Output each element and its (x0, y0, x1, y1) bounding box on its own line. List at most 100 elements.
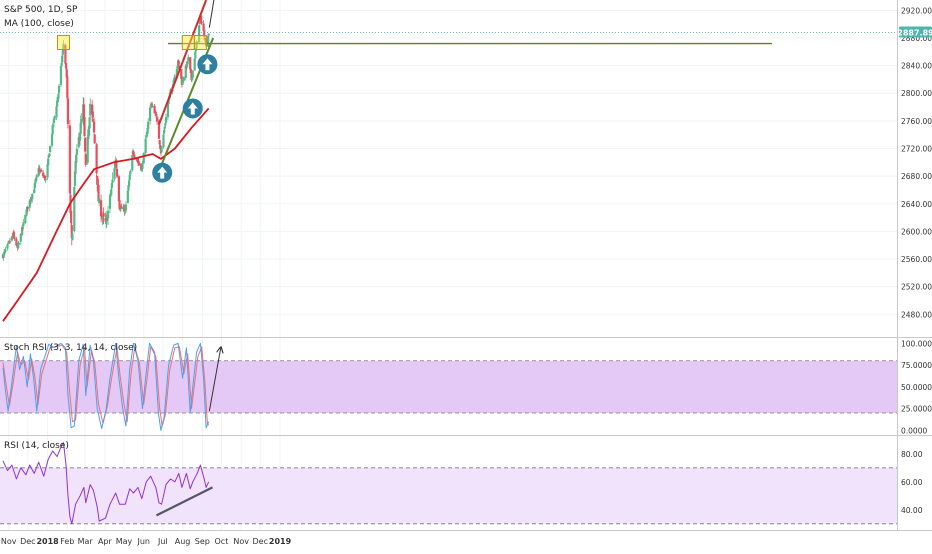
candle-body[interactable] (25, 209, 28, 216)
candle-body[interactable] (189, 68, 192, 74)
channel-top-line[interactable] (158, 0, 208, 125)
candle-body[interactable] (128, 174, 131, 180)
candle-body[interactable] (207, 33, 210, 36)
candle-body[interactable] (24, 214, 27, 224)
candle-body[interactable] (35, 177, 38, 182)
candle-body[interactable] (185, 61, 189, 68)
candle-body[interactable] (28, 200, 31, 208)
rsi-line[interactable] (2, 442, 210, 525)
candle-body[interactable] (145, 134, 148, 139)
candle-body[interactable] (49, 146, 52, 153)
candle-body[interactable] (31, 193, 34, 200)
candle-body[interactable] (84, 154, 87, 165)
candle-body[interactable] (203, 30, 206, 37)
candle-body[interactable] (129, 170, 132, 175)
candle-body[interactable] (4, 249, 7, 252)
candle-body[interactable] (57, 93, 60, 99)
candle-body[interactable] (68, 125, 71, 194)
candle-body[interactable] (46, 163, 49, 178)
candle-body[interactable] (180, 69, 183, 79)
candle-body[interactable] (89, 103, 92, 116)
candle-body[interactable] (21, 227, 24, 236)
candle-body[interactable] (124, 209, 127, 213)
candle-body[interactable] (144, 138, 147, 154)
candle-body[interactable] (120, 206, 123, 209)
candle-body[interactable] (2, 253, 5, 258)
candle-body[interactable] (140, 163, 143, 171)
candle-body[interactable] (71, 233, 74, 241)
time-axis[interactable]: Nov Dec 2018 Feb Mar Apr May Jun Jul Aug Sep Oct Nov… (1, 537, 292, 546)
candle-body[interactable] (82, 104, 85, 120)
candle-body[interactable] (56, 97, 59, 102)
candle-body[interactable] (93, 134, 96, 144)
candle-body[interactable] (97, 184, 100, 202)
candle-body[interactable] (158, 139, 161, 145)
candle-body[interactable] (38, 170, 42, 172)
candle-body[interactable] (145, 133, 149, 135)
candle-body[interactable] (142, 152, 145, 164)
candle-body[interactable] (77, 137, 80, 148)
candle-body[interactable] (126, 190, 129, 204)
stoch-d-line[interactable] (2, 344, 210, 427)
candle-body[interactable] (131, 155, 134, 171)
candle-body[interactable] (137, 161, 140, 164)
candle-body[interactable] (70, 225, 73, 239)
candle-body[interactable] (75, 148, 78, 156)
candle-body[interactable] (12, 231, 15, 237)
candle-body[interactable] (203, 37, 206, 41)
candle-body[interactable] (113, 162, 117, 170)
candle-body[interactable] (133, 154, 136, 157)
candle-body[interactable] (52, 118, 56, 124)
candle-body[interactable] (78, 132, 82, 141)
candle-body[interactable] (173, 76, 177, 79)
candle-body[interactable] (159, 145, 162, 150)
candle-body[interactable] (140, 168, 143, 172)
candle-body[interactable] (87, 125, 91, 136)
candle-body[interactable] (17, 242, 21, 245)
candle-body[interactable] (17, 243, 20, 249)
candle-body[interactable] (75, 155, 78, 164)
candle-body[interactable] (106, 210, 110, 219)
candle-body[interactable] (44, 178, 47, 181)
candle-body[interactable] (6, 244, 9, 249)
candle-body[interactable] (157, 121, 161, 139)
rsi-trendline[interactable] (155, 486, 213, 517)
candle-body[interactable] (40, 170, 43, 172)
candle-body[interactable] (34, 180, 37, 184)
candle-body[interactable] (153, 105, 156, 114)
stoch-projection-arrow[interactable] (208, 348, 220, 412)
candle-body[interactable] (106, 218, 109, 221)
candle-body[interactable] (38, 168, 41, 172)
candle-body[interactable] (118, 200, 121, 210)
highlight-box[interactable] (56, 35, 70, 51)
candle-body[interactable] (160, 146, 163, 153)
candle-body[interactable] (127, 185, 130, 191)
candle-body[interactable] (141, 163, 144, 169)
candle-body[interactable] (104, 218, 107, 222)
candle-body[interactable] (115, 160, 118, 168)
candle-body[interactable] (150, 103, 153, 106)
candle-body[interactable] (191, 77, 194, 80)
candle-body[interactable] (193, 58, 196, 71)
candle-body[interactable] (35, 175, 38, 178)
candle-body[interactable] (162, 134, 165, 148)
candle-body[interactable] (92, 119, 95, 122)
candle-body[interactable] (53, 116, 56, 120)
up-arrow-icon[interactable] (197, 54, 218, 75)
candle-body[interactable] (101, 217, 104, 219)
candle-body[interactable] (8, 241, 12, 243)
candle-body[interactable] (86, 136, 89, 163)
candle-body[interactable] (202, 23, 205, 31)
candle-body[interactable] (164, 117, 168, 123)
candle-body[interactable] (87, 134, 90, 140)
candle-body[interactable] (172, 80, 175, 85)
candle-body[interactable] (33, 182, 36, 189)
candle-body[interactable] (115, 168, 119, 177)
candle-body[interactable] (184, 66, 187, 79)
candle-body[interactable] (178, 65, 181, 70)
candle-body[interactable] (70, 210, 73, 223)
candle-body[interactable] (79, 122, 82, 135)
candle-body[interactable] (135, 158, 138, 161)
candle-body[interactable] (138, 162, 141, 165)
